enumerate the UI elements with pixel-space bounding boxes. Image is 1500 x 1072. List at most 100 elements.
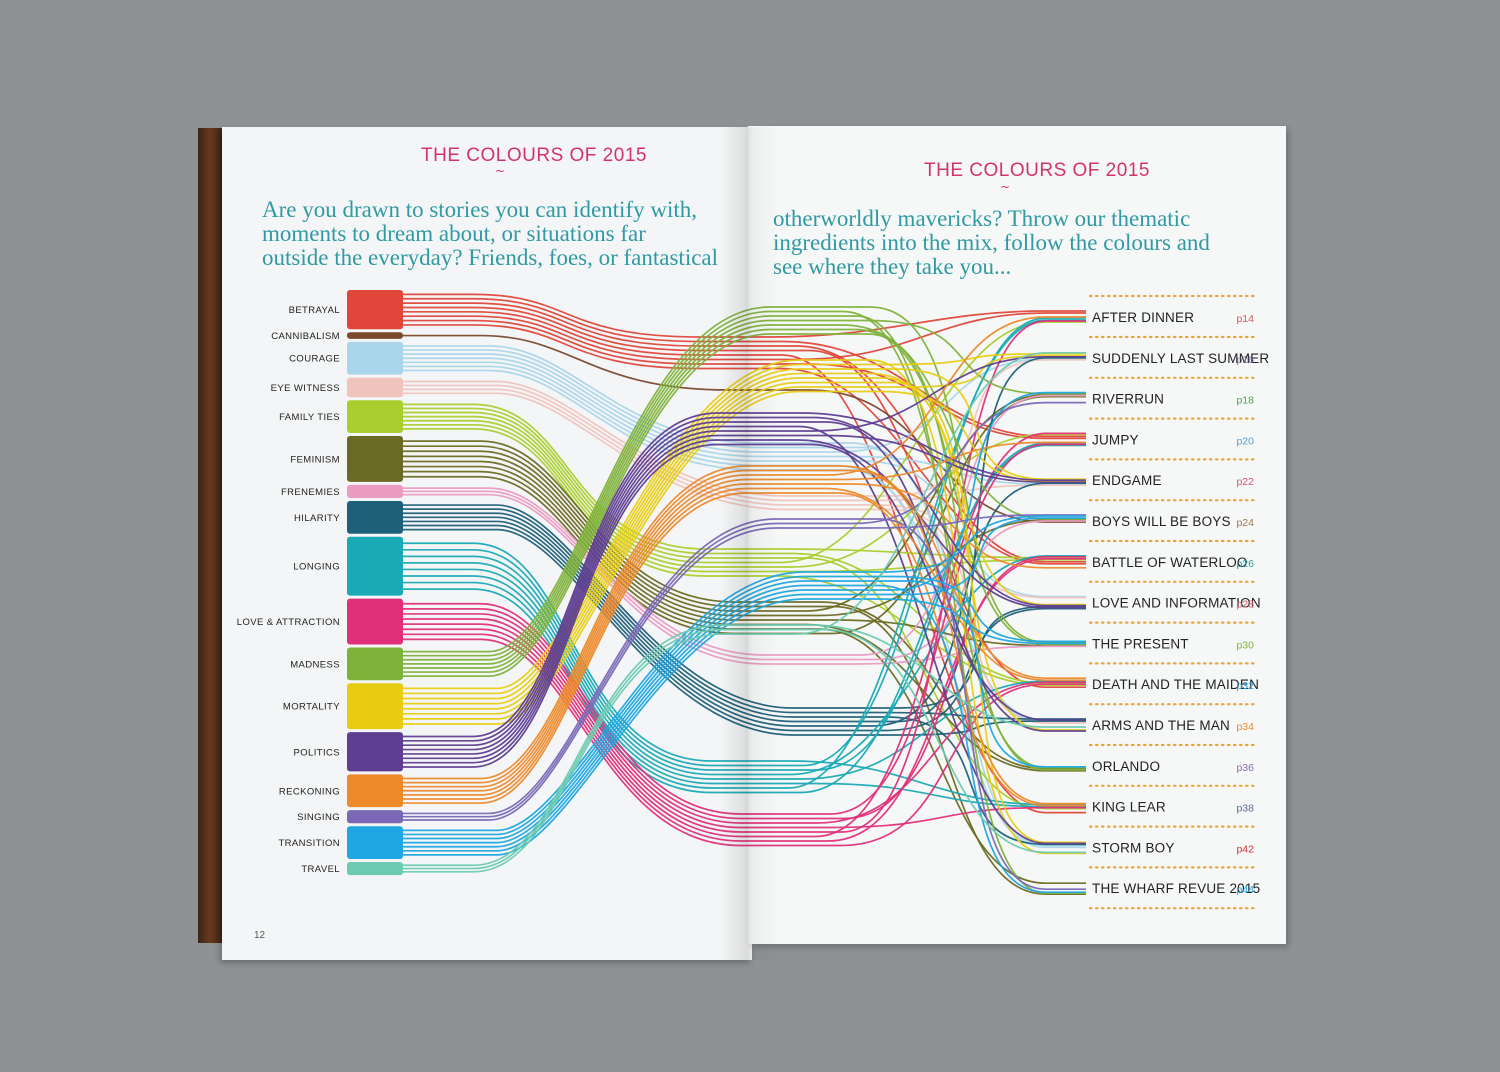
theme-swatch [347, 332, 403, 339]
strand-bundle [403, 351, 1086, 873]
left-heading-ornament: ~ [495, 164, 506, 178]
strand-line [403, 328, 1086, 673]
play-title: JUMPY [1092, 432, 1139, 447]
strand-line [403, 297, 1086, 438]
strand-bundle [403, 358, 1086, 724]
strand-line [403, 302, 1086, 563]
play-page-number: p44 [1236, 884, 1254, 896]
strand-line [403, 377, 1086, 731]
play-title: RIVERRUN [1092, 392, 1164, 407]
intro-line: Are you drawn to stories you can identif… [262, 197, 697, 222]
theme-swatch [347, 341, 403, 375]
play-page-number: p26 [1236, 558, 1254, 570]
strand-line [403, 321, 1086, 564]
left-intro-text: Are you drawn to stories you can identif… [262, 198, 718, 270]
play-page-number: p18 [1236, 395, 1254, 407]
strand-bundle [403, 393, 1086, 896]
play-page-number: p28 [1236, 599, 1254, 611]
strand-line [403, 465, 1086, 780]
right-intro-text: otherworldly mavericks? Throw our themat… [773, 207, 1210, 279]
play-title: BATTLE OF WATERLOO [1092, 555, 1248, 570]
play-page-number: p14 [1236, 313, 1254, 325]
strand-line [403, 334, 1086, 523]
strand-line [403, 492, 1086, 807]
theme-label: EYE WITNESS [271, 383, 340, 394]
theme-label: MORTALITY [283, 702, 340, 713]
strand-line [403, 487, 1086, 800]
theme-label: FAMILY TIES [279, 412, 340, 423]
play-page-number: p24 [1236, 517, 1254, 529]
strand-line [403, 391, 1086, 848]
theme-swatch [347, 400, 403, 433]
theme-swatch [347, 774, 403, 808]
strand-bundle [403, 401, 1086, 891]
strand-line [403, 444, 1086, 794]
strand-line [403, 421, 1086, 747]
play-title: ENDGAME [1092, 473, 1162, 488]
play-page-number: p20 [1236, 435, 1254, 447]
strand-bundle [403, 306, 1086, 895]
theme-label: POLITICS [294, 747, 341, 758]
play-title: THE WHARF REVUE 2015 [1092, 881, 1260, 896]
intro-line: outside the everyday? Friends, foes, or … [262, 245, 719, 270]
play-title: DEATH AND THE MAIDEN [1092, 677, 1259, 692]
play-page-number: p16 [1236, 354, 1254, 366]
theme-swatch [347, 484, 403, 498]
strand-line [403, 542, 1086, 806]
intro-line: ingredients into the mix, follow the col… [773, 230, 1210, 255]
strand-line [403, 439, 1086, 764]
play-page-number: p30 [1236, 639, 1254, 651]
play-page-number: p36 [1236, 762, 1254, 774]
play-title: KING LEAR [1092, 800, 1166, 815]
strand-line [403, 618, 1086, 829]
theme-label: MADNESS [290, 659, 340, 670]
page-number: 12 [254, 930, 266, 941]
right-page-heading: THE COLOURS OF 2015 [924, 160, 1150, 181]
theme-label: HILARITY [294, 513, 340, 524]
strand-line [403, 306, 1086, 653]
strand-line [403, 312, 1086, 361]
strand-line [403, 401, 1086, 818]
strand-line [403, 469, 1086, 805]
strand-line [403, 493, 1086, 665]
theme-swatch [347, 647, 403, 681]
strand-line [403, 624, 1086, 867]
play-title: AFTER DINNER [1092, 310, 1194, 325]
theme-label: RECKONING [279, 786, 340, 797]
strand-bundle [403, 391, 1086, 894]
play-page-number: p32 [1236, 680, 1254, 692]
strand-line [403, 395, 1086, 635]
strand-line [403, 598, 1086, 856]
theme-label: FRENEMIES [281, 487, 340, 498]
theme-swatch [347, 500, 403, 534]
strand-line [403, 315, 1086, 895]
strand-line [403, 423, 1086, 573]
theme-label: CANNIBALISM [271, 331, 340, 342]
strand-line [403, 319, 1086, 665]
play-title: ARMS AND THE MAN [1092, 718, 1230, 733]
strand-line [403, 528, 1086, 736]
play-title: THE PRESENT [1092, 636, 1189, 651]
play-page-number: p38 [1236, 803, 1254, 815]
left-page-heading: THE COLOURS OF 2015 [421, 145, 647, 166]
play-page-number: p22 [1236, 476, 1254, 488]
strand-line [403, 432, 1086, 838]
strand-bundle [403, 321, 1086, 810]
strand-line [403, 369, 1086, 849]
theme-label: LOVE & ATTRACTION [237, 617, 340, 628]
theme-label: LONGING [293, 562, 340, 573]
strand-line [403, 316, 1086, 788]
strand-line [403, 434, 1086, 760]
theme-label: TRAVEL [301, 864, 340, 875]
theme-strands [403, 293, 1086, 896]
theme-swatch [347, 598, 403, 645]
strand-line [403, 354, 1086, 720]
strand-bundle [403, 334, 1086, 523]
strand-line [403, 628, 1086, 870]
play-title: STORM BOY [1092, 840, 1175, 855]
theme-swatch [347, 732, 403, 772]
strand-line [403, 345, 1086, 721]
strand-bundle [403, 316, 1086, 807]
strand-line [403, 482, 1086, 727]
